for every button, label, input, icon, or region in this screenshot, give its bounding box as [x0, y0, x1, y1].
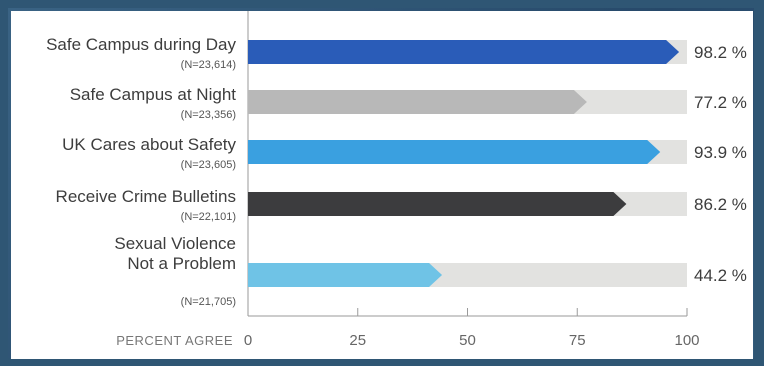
category-label: Sexual Violence Not a Problem	[114, 234, 236, 273]
chart-card: Safe Campus during Day (N=23,614) 98.2 % Sa…	[11, 11, 753, 359]
bar-chart: Safe Campus during Day (N=23,614) 98.2 % Sa…	[46, 11, 747, 349]
bar	[248, 140, 661, 164]
sample-size-label: (N=23,614)	[181, 59, 236, 71]
category-label: Receive Crime Bulletins	[56, 187, 236, 206]
x-tick-label: 0	[244, 332, 252, 349]
sample-size-label: (N=23,605)	[181, 159, 236, 171]
x-axis-title: PERCENT AGREE	[116, 333, 233, 348]
category-label: UK Cares about Safety	[62, 135, 236, 154]
category-label: Safe Campus at Night	[70, 85, 237, 104]
sample-size-label: (N=22,101)	[181, 211, 236, 223]
value-label: 77.2 %	[694, 93, 747, 112]
x-tick-label: 25	[349, 332, 366, 349]
value-label: 86.2 %	[694, 195, 747, 214]
bar	[248, 192, 627, 216]
sample-size-label: (N=23,356)	[181, 109, 236, 121]
value-label: 93.9 %	[694, 143, 747, 162]
bar	[248, 90, 587, 114]
sample-size-label: (N=21,705)	[181, 296, 236, 308]
value-label: 44.2 %	[694, 266, 747, 285]
x-tick-label: 75	[569, 332, 586, 349]
x-tick-label: 100	[674, 332, 699, 349]
value-label: 98.2 %	[694, 43, 747, 62]
x-tick-label: 50	[459, 332, 476, 349]
bar	[248, 40, 680, 64]
bar	[248, 263, 443, 287]
category-label: Safe Campus during Day	[46, 35, 236, 54]
